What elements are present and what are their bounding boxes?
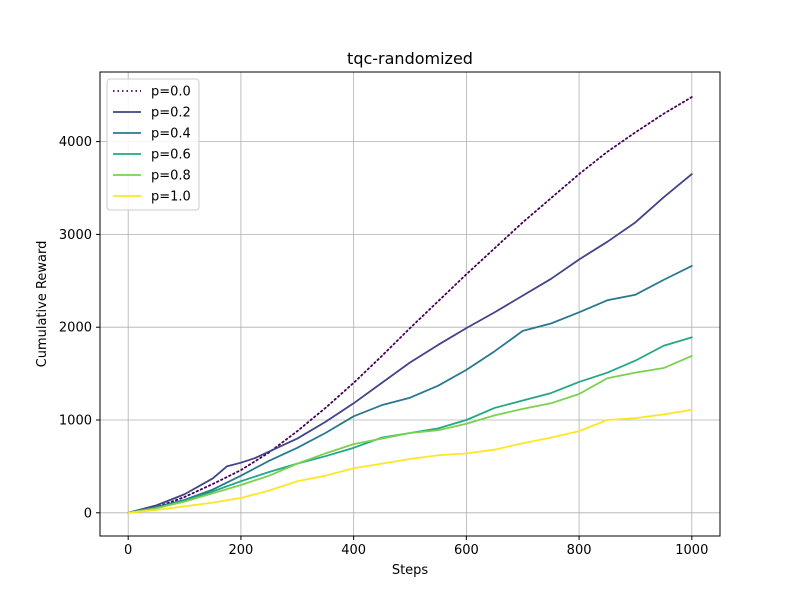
legend-label: p=0.6 <box>151 148 191 163</box>
x-axis-label: Steps <box>392 563 429 578</box>
y-tick-label: 1000 <box>59 414 92 429</box>
x-tick-layer: 0 200 400 600 800 1000 <box>124 536 708 558</box>
chart-title: tqc-randomized <box>347 49 473 68</box>
y-tick-label: 0 <box>84 506 92 521</box>
series-line-p-0-4 <box>127 265 693 514</box>
plot-frame <box>99 71 721 537</box>
y-tick-label: 3000 <box>59 228 92 243</box>
series-line-p-0-8 <box>127 355 693 514</box>
y-tick-layer: 0 1000 2000 3000 4000 <box>59 135 100 521</box>
x-tick-label: 200 <box>228 543 253 558</box>
y-tick-label: 4000 <box>59 135 92 150</box>
x-tick-label: 400 <box>341 543 366 558</box>
series-line-p-1-0 <box>127 408 693 514</box>
legend: p=0.0 p=0.2 p=0.4 p=0.6 p=0.8 p=1.0 <box>106 78 200 211</box>
legend-label: p=0.8 <box>151 169 191 184</box>
x-tick-label: 1000 <box>675 543 708 558</box>
x-tick-label: 0 <box>124 543 132 558</box>
series-layer <box>127 96 693 514</box>
legend-label: p=0.4 <box>151 127 191 142</box>
y-tick-label: 2000 <box>59 321 92 336</box>
y-axis-label: Cumulative Reward <box>35 241 50 368</box>
x-tick-label: 800 <box>567 543 592 558</box>
series-line-p-0-0 <box>127 96 693 514</box>
legend-label: p=0.0 <box>151 85 191 100</box>
series-line-p-0-2 <box>127 173 693 514</box>
legend-label: p=0.2 <box>151 106 191 121</box>
legend-label: p=1.0 <box>151 190 191 205</box>
x-tick-label: 600 <box>454 543 479 558</box>
